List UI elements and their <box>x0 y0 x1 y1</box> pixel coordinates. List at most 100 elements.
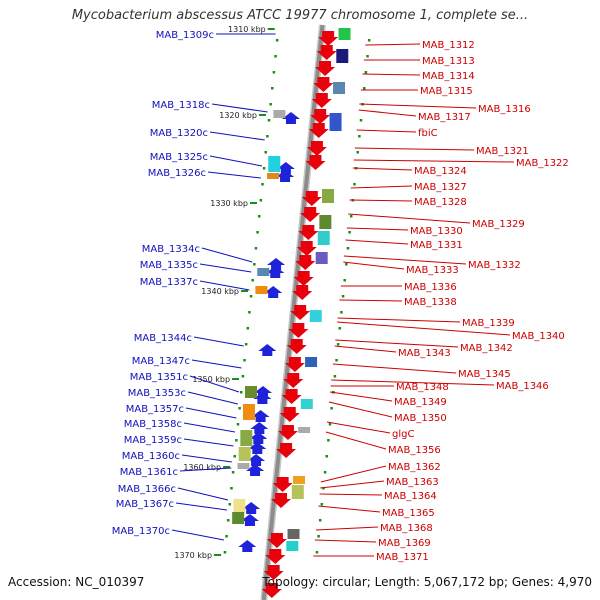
forward-label-leader <box>365 43 421 46</box>
forward-gene-arrow <box>272 477 293 492</box>
reverse-label-leader <box>177 487 229 501</box>
forward-gene-arrow <box>276 443 297 458</box>
ruler-tick-left <box>249 295 253 298</box>
ruler-tick-right <box>353 183 356 186</box>
reverse-gene-arrow <box>247 454 266 466</box>
ruler-tick-left <box>235 439 238 442</box>
reverse-feature-box <box>232 512 245 524</box>
ruler-tick-left <box>233 455 236 458</box>
reverse-gene-label: MAB_1351c <box>130 372 188 383</box>
reverse-gene-label: MAB_1370c <box>112 526 170 537</box>
forward-gene-label: MAB_1368 <box>380 523 433 534</box>
forward-label-leader <box>326 421 391 434</box>
forward-feature-box <box>305 357 318 367</box>
reverse-gene-arrow <box>251 410 270 422</box>
ruler-tick-left <box>226 519 230 522</box>
forward-gene-arrow <box>263 565 284 580</box>
ruler-tick-right <box>333 375 337 378</box>
ruler-tick-right <box>327 439 330 442</box>
forward-gene-arrow <box>293 271 314 286</box>
reverse-gene-label: MAB_1318c <box>152 100 210 111</box>
reverse-gene-label: MAB_1353c <box>128 388 186 399</box>
forward-gene-label: MAB_1362 <box>388 462 441 473</box>
forward-label-leader <box>325 431 387 450</box>
ruler-tick-right <box>340 311 343 314</box>
ruler-tick-right <box>330 407 333 410</box>
forward-feature-box <box>287 529 300 539</box>
forward-gene-label: MAB_1340 <box>512 331 565 342</box>
forward-label-leader <box>331 379 495 386</box>
reverse-label-leader <box>199 263 252 273</box>
forward-gene-arrow <box>313 77 334 92</box>
forward-feature-box <box>322 189 335 203</box>
reverse-label-leader <box>189 375 240 393</box>
reverse-gene-arrow <box>264 286 283 298</box>
ruler-tick-left <box>259 199 263 202</box>
ruler-tick-left <box>262 167 266 170</box>
reverse-label-leader <box>187 391 238 405</box>
forward-gene-label: glgC <box>392 429 414 440</box>
forward-gene-label: MAB_1317 <box>418 112 471 123</box>
reverse-gene-label: MAB_1367c <box>116 499 174 510</box>
forward-label-leader <box>332 363 457 374</box>
ruler-tick-right <box>364 71 368 74</box>
ruler-tick-right <box>320 503 324 506</box>
ruler-tick-left <box>274 55 277 58</box>
forward-gene-arrow <box>306 141 327 156</box>
ruler-tick-left <box>257 215 261 218</box>
ruler-tick-right <box>335 359 338 362</box>
forward-gene-label: MAB_1329 <box>472 219 525 230</box>
forward-feature-box <box>286 541 299 551</box>
forward-gene-label: MAB_1343 <box>398 348 451 359</box>
ruler-tick-right <box>366 55 369 58</box>
ruler-tick-left <box>266 135 269 138</box>
reverse-label-leader <box>183 438 234 447</box>
ruler-label: 1370 kbp <box>174 551 212 560</box>
ruler-tick-right <box>338 327 342 330</box>
forward-feature-box <box>329 113 342 131</box>
forward-gene-arrow <box>301 191 322 206</box>
reverse-gene-arrow <box>267 258 286 270</box>
ruler-tick-left <box>248 311 251 314</box>
forward-label-leader <box>337 321 511 336</box>
ruler-tick-left <box>271 87 274 90</box>
reverse-gene-arrow <box>281 112 300 124</box>
forward-gene-label: MAB_1349 <box>394 397 447 408</box>
ruler-tick-right <box>318 519 322 522</box>
reverse-gene-arrow <box>240 514 259 526</box>
reverse-label-leader <box>179 467 232 472</box>
ruler-tick-right <box>341 295 345 298</box>
forward-feature-box <box>338 28 351 40</box>
reverse-feature-box <box>240 430 253 446</box>
forward-gene-label: MAB_1365 <box>382 508 435 519</box>
forward-gene-arrow <box>308 123 329 138</box>
reverse-label-leader <box>209 131 265 141</box>
ruler-label: 1310 kbp <box>228 25 266 34</box>
ruler-tick-left <box>269 103 272 106</box>
forward-gene-arrow <box>311 93 332 108</box>
reverse-gene-label: MAB_1337c <box>140 277 198 288</box>
reverse-gene-label: MAB_1347c <box>132 356 190 367</box>
forward-label-leader <box>314 539 377 543</box>
forward-gene-label: fbiC <box>418 128 438 139</box>
forward-feature-box <box>291 485 304 499</box>
reverse-gene-label: MAB_1326c <box>148 168 206 179</box>
forward-gene-arrow <box>305 155 326 170</box>
ruler-tick-right <box>343 279 346 282</box>
forward-gene-label: MAB_1348 <box>396 382 449 393</box>
forward-label-leader <box>349 199 413 202</box>
reverse-gene-arrow <box>242 502 261 514</box>
ruler-tick-left <box>261 183 264 186</box>
reverse-gene-label: MAB_1366c <box>118 484 176 495</box>
forward-gene-label: MAB_1339 <box>462 318 515 329</box>
reverse-label-leader <box>171 529 225 541</box>
reverse-gene-arrow <box>254 386 273 398</box>
forward-gene-arrow <box>266 533 287 548</box>
reverse-gene-arrow <box>250 422 269 434</box>
forward-gene-label: MAB_1313 <box>422 56 475 67</box>
forward-gene-label: MAB_1356 <box>388 445 441 456</box>
forward-feature-box <box>319 215 332 229</box>
forward-gene-arrow <box>295 255 316 270</box>
ruler-tick-right <box>317 535 320 538</box>
